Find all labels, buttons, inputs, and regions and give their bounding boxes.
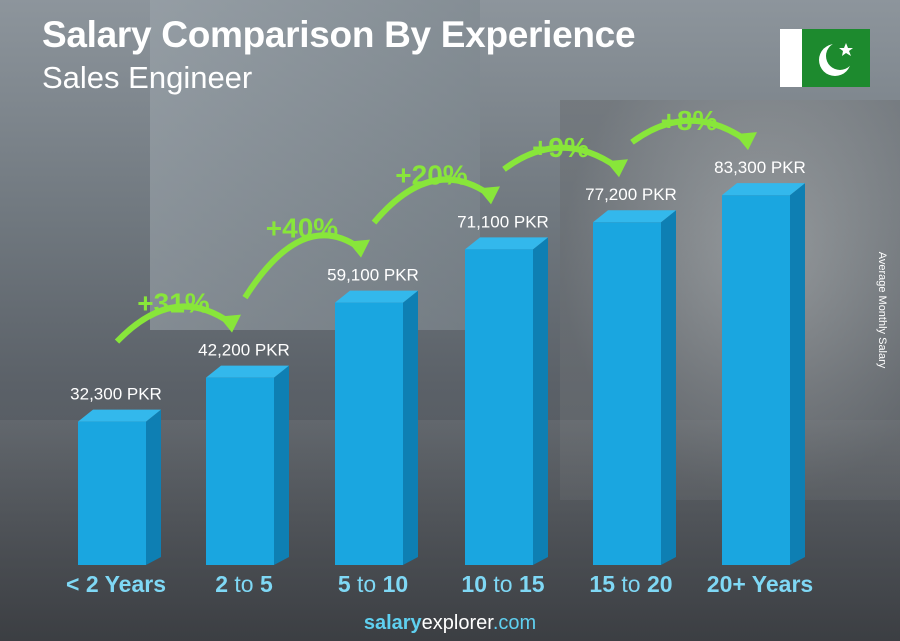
arrow-head [348, 239, 370, 258]
brand-domain: .com [492, 612, 537, 634]
bar-top [722, 183, 805, 196]
change-label: +40% [266, 213, 338, 244]
category-part: 15 [589, 571, 615, 597]
bar [206, 377, 274, 565]
bar [722, 195, 790, 565]
change-arrow [242, 232, 361, 300]
category-label: < 2 Years [66, 571, 166, 597]
change-arrow [371, 176, 491, 225]
category-part: to [487, 571, 519, 597]
category-part: to [228, 571, 260, 597]
change-arrow [630, 117, 748, 145]
change-arrow [114, 303, 232, 344]
value-label: 32,300 PKR [70, 385, 162, 404]
chart-subtitle: Sales Engineer [42, 60, 253, 95]
arrow-head [735, 132, 757, 151]
value-label: 83,300 PKR [714, 158, 806, 177]
category-part: 15 [519, 571, 545, 597]
bar-top [335, 290, 418, 303]
bar-side [146, 409, 161, 565]
bar-side [403, 290, 418, 565]
bar-top [78, 409, 161, 422]
change-label: +20% [395, 159, 467, 190]
bar-side [661, 210, 676, 565]
bar [465, 249, 533, 566]
footer-brand[interactable]: salaryexplorer.com [0, 612, 900, 635]
brand-bold: salary [363, 612, 422, 634]
arrow-head [478, 186, 500, 205]
bar-top [206, 365, 289, 378]
change-arrow [502, 144, 619, 172]
bar-side [790, 183, 805, 565]
category-label: 20+ Years [707, 571, 813, 597]
arrow-head [606, 159, 628, 178]
bar-top [465, 237, 548, 250]
bar [78, 421, 146, 565]
category-part: 20+ Years [707, 571, 813, 597]
arrow-head [219, 314, 241, 333]
value-label: 77,200 PKR [585, 185, 677, 204]
category-part: < 2 Years [66, 571, 166, 597]
category-label: 5 to 10 [338, 571, 408, 597]
brand-rest: explorer [421, 612, 493, 634]
category-part: to [351, 571, 383, 597]
category-label: 10 to 15 [461, 571, 544, 597]
value-label: 59,100 PKR [327, 266, 419, 285]
change-label: +8% [661, 105, 718, 136]
value-label: 71,100 PKR [457, 212, 549, 231]
change-label: +9% [532, 132, 589, 163]
bar-top [593, 210, 676, 223]
pakistan-flag-icon [780, 29, 870, 87]
category-label: 15 to 20 [589, 571, 672, 597]
value-label: 42,200 PKR [198, 341, 290, 360]
bar [335, 302, 403, 565]
bar [593, 222, 661, 565]
category-part: to [615, 571, 647, 597]
change-label: +31% [137, 288, 209, 319]
category-part: 10 [383, 571, 409, 597]
category-part: 2 [215, 571, 228, 597]
background-building [150, 0, 480, 330]
bar-side [274, 365, 289, 565]
category-part: 20 [647, 571, 673, 597]
chart-title: Salary Comparison By Experience [42, 14, 636, 55]
bar-side [533, 237, 548, 566]
category-part: 5 [260, 571, 273, 597]
category-part: 10 [461, 571, 487, 597]
category-label: 2 to 5 [215, 571, 273, 597]
category-part: 5 [338, 571, 351, 597]
